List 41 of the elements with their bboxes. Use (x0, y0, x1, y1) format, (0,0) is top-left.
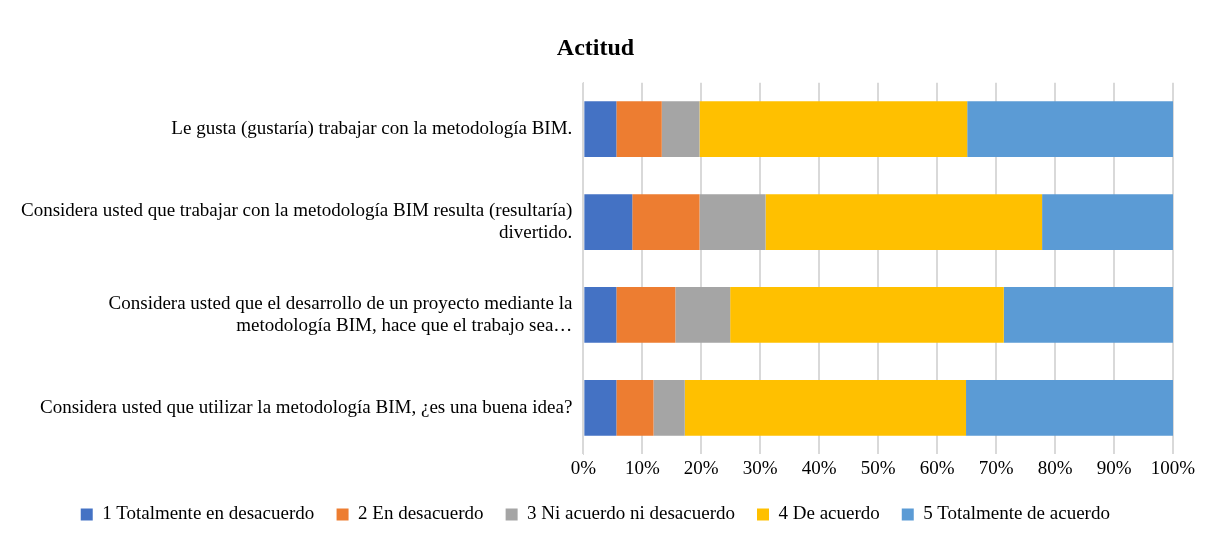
bar (584, 194, 633, 250)
bar (699, 101, 968, 158)
bar (1003, 287, 1173, 343)
x-tick-label: 100% (1150, 456, 1196, 478)
x-tick-label: 90% (1096, 456, 1132, 478)
bar (966, 379, 1173, 436)
x-tick-label: 30% (742, 456, 778, 478)
bar (632, 194, 700, 250)
x-tick-label: 60% (919, 456, 955, 478)
x-tick-label: 40% (801, 456, 837, 478)
bar (653, 379, 685, 436)
bar (765, 194, 1043, 250)
y-tick-label: Considera usted que trabajar con la metodología BIM resulta (resultaría) divertido. (21, 198, 573, 243)
bar (661, 101, 700, 158)
y-tick-label: Considera usted que el desarrollo de un proyecto mediante la metodología BIM, hace que el trabajo sea… (108, 291, 573, 336)
x-tick-label: 50% (860, 456, 896, 478)
bar (684, 379, 967, 436)
bar (1042, 194, 1173, 250)
bar (699, 194, 766, 250)
bar (616, 101, 662, 158)
x-tick-label: 80% (1037, 456, 1073, 478)
bar (584, 101, 617, 158)
x-tick-label: 70% (978, 456, 1014, 478)
bar (616, 287, 676, 343)
x-tick-label: 10% (624, 456, 660, 478)
y-tick-label: Considera usted que utilizar la metodología BIM, ¿es una buena idea? (39, 395, 573, 417)
y-tick-label: Le gusta (gustaría) trabajar con la metodología BIM. (171, 117, 573, 140)
bar (584, 287, 617, 343)
bar (967, 101, 1173, 158)
legend-label: 2 En desacuerdo (358, 502, 484, 524)
bar (616, 379, 654, 436)
x-tick-label: 0% (570, 456, 597, 478)
legend-label: 4 De acuerdo (778, 502, 880, 524)
x-tick-label: 20% (683, 456, 719, 478)
bar (584, 379, 617, 436)
legend-label: 5 Totalmente de acuerdo (923, 502, 1110, 524)
chart-title: Actitud (556, 33, 635, 60)
legend-label: 1 Totalmente en desacuerdo (102, 502, 315, 524)
bar (730, 287, 1004, 343)
legend-label: 3 Ni acuerdo ni desacuerdo (527, 502, 735, 524)
bar (675, 287, 731, 343)
